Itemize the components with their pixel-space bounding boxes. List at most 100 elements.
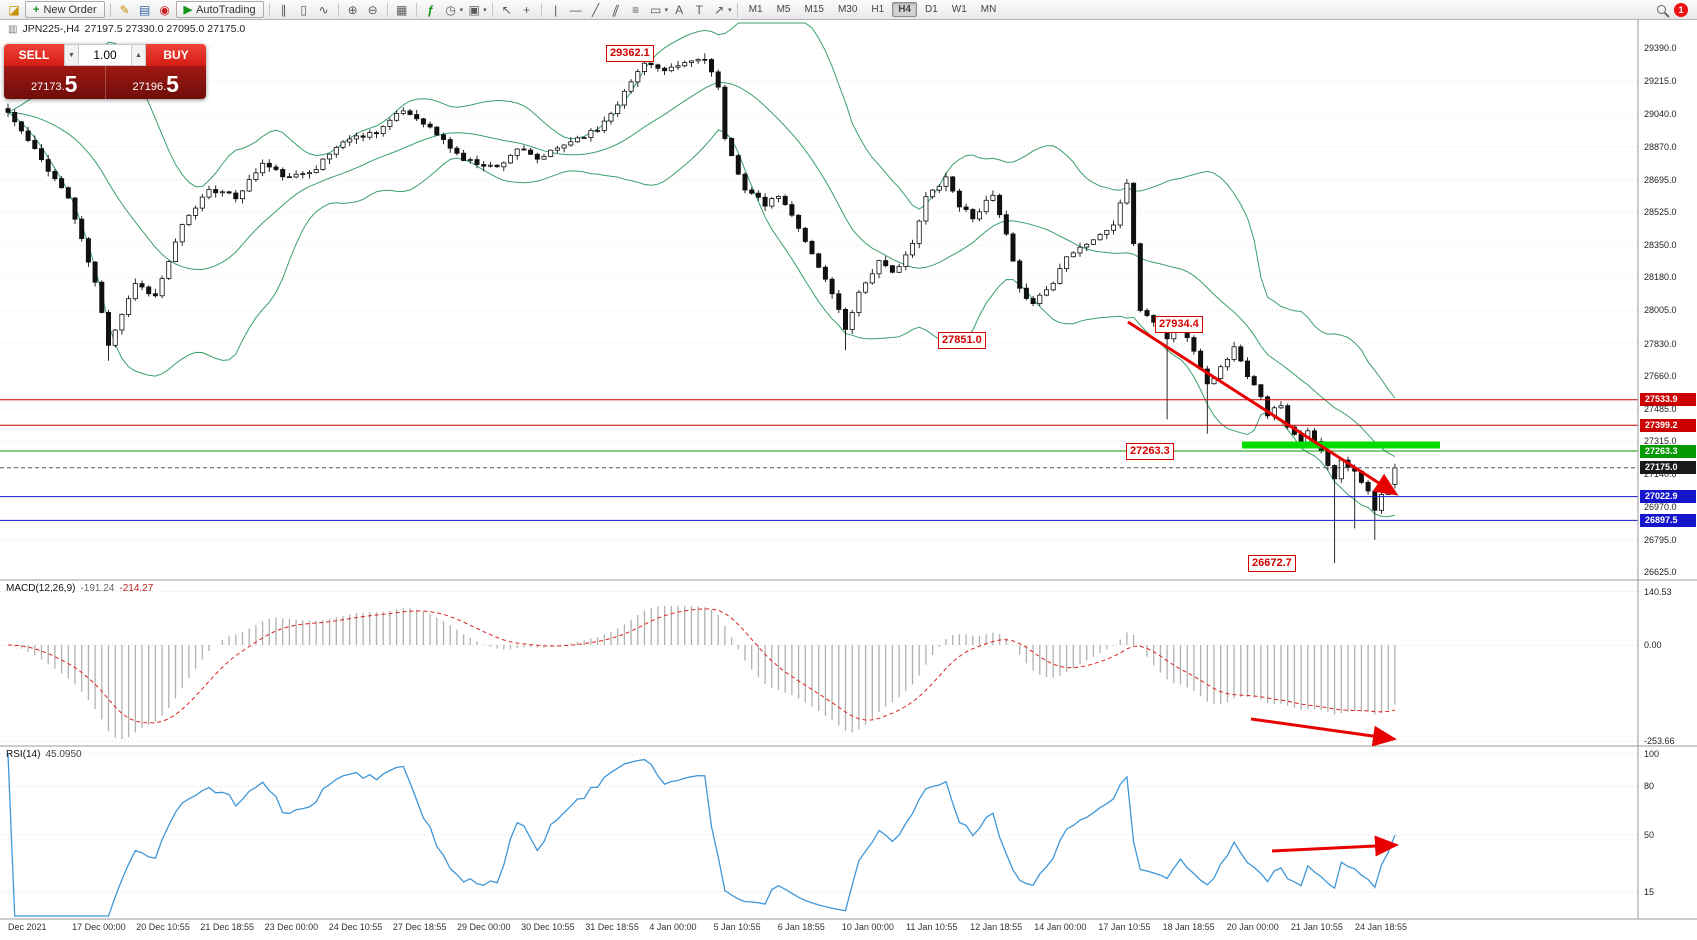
price-tick-label: 28695.0 bbox=[1644, 174, 1677, 185]
macd-signal-value: -214.27 bbox=[119, 583, 154, 594]
time-axis-label: 17 Dec 00:00 bbox=[72, 922, 126, 932]
time-axis-label: 20 Dec 10:55 bbox=[136, 922, 190, 932]
timeframe-d1-button[interactable]: D1 bbox=[925, 4, 938, 15]
play-icon: ▶ bbox=[183, 4, 193, 16]
macd-trend-arrow[interactable] bbox=[1250, 717, 1397, 747]
time-axis-label: 31 Dec 18:55 bbox=[585, 922, 639, 932]
tile-windows-icon[interactable]: ▦ bbox=[395, 2, 408, 17]
chevron-down-icon[interactable]: ▾ bbox=[483, 6, 487, 14]
search-icon[interactable] bbox=[1657, 5, 1666, 14]
alerts-icon[interactable]: ◉ bbox=[159, 2, 170, 17]
price-tick-label: 27660.0 bbox=[1644, 370, 1677, 381]
time-axis-label: 30 Dec 10:55 bbox=[521, 922, 575, 932]
fibonacci-icon[interactable]: ≡ bbox=[632, 2, 640, 17]
toolbar-separator bbox=[386, 2, 388, 17]
chevron-down-icon[interactable]: ▾ bbox=[664, 6, 669, 14]
buy-button[interactable]: BUY bbox=[146, 44, 206, 66]
price-tick-label: 27140.0 bbox=[1644, 469, 1677, 480]
channel-icon[interactable]: ∥ bbox=[610, 2, 622, 17]
plus-icon: + bbox=[33, 3, 40, 16]
timeframe-h4-button[interactable]: H4 bbox=[892, 2, 917, 17]
rsi-tick-label: 50 bbox=[1644, 830, 1655, 840]
autotrading-button[interactable]: ▶ AutoTrading bbox=[175, 1, 264, 18]
time-axis-label: 21 Jan 10:55 bbox=[1290, 922, 1343, 932]
periods-icon[interactable]: ◷ bbox=[445, 2, 456, 17]
toolbar-separator bbox=[540, 2, 542, 17]
price-tick-label: 28180.0 bbox=[1644, 272, 1677, 283]
panel-splitter-macd[interactable] bbox=[0, 578, 1697, 583]
time-axis-label: 14 Jan 00:00 bbox=[1034, 922, 1087, 932]
time-axis-label: 10 Jan 00:00 bbox=[841, 922, 894, 932]
shapes-icon[interactable]: ▭ bbox=[649, 2, 662, 17]
macd-tick-label: 0.00 bbox=[1644, 640, 1662, 650]
timeframe-w1-button[interactable]: W1 bbox=[951, 4, 967, 15]
templates-icon[interactable]: ▣ bbox=[468, 2, 480, 17]
price-callout[interactable]: 29362.1 bbox=[606, 45, 654, 63]
line-chart-icon[interactable]: ∿ bbox=[318, 2, 329, 17]
rsi-trend-arrow[interactable] bbox=[1271, 835, 1399, 857]
price-tick-label: 27830.0 bbox=[1644, 338, 1677, 349]
panel-splitter-rsi[interactable] bbox=[0, 744, 1697, 749]
arrows-tool-icon[interactable]: ↗ bbox=[714, 2, 725, 17]
price-callout[interactable]: 27851.0 bbox=[938, 331, 986, 349]
sell-price-frac: 5 bbox=[64, 71, 78, 97]
time-axis-label: 29 Dec 00:00 bbox=[457, 922, 511, 932]
volume-increase-button[interactable]: ▲ bbox=[131, 44, 146, 66]
timeframe-m30-button[interactable]: M30 bbox=[837, 4, 858, 15]
cursor-icon[interactable]: ↖ bbox=[501, 2, 512, 17]
zoom-in-icon[interactable]: ⊕ bbox=[347, 2, 358, 17]
sell-button[interactable]: SELL bbox=[4, 44, 64, 66]
timeframe-mn-button[interactable]: MN bbox=[980, 4, 997, 15]
rsi-line bbox=[7, 753, 1396, 917]
zoom-out-icon[interactable]: ⊖ bbox=[367, 2, 378, 17]
rsi-tick-label: 100 bbox=[1644, 749, 1660, 759]
price-tick-label: 29215.0 bbox=[1644, 76, 1677, 87]
sell-price[interactable]: 27173. 5 bbox=[4, 66, 105, 99]
crosshair-icon[interactable]: + bbox=[523, 2, 531, 17]
main-toolbar: ◪ + New Order ✎ ▤ ◉ ▶ AutoTrading ∥ ▯ ∿ ⊕ … bbox=[0, 0, 1697, 20]
chevron-down-icon[interactable]: ▾ bbox=[459, 6, 464, 14]
new-order-label: New Order bbox=[43, 3, 97, 16]
buy-price[interactable]: 27196. 5 bbox=[104, 66, 207, 99]
price-tick-label: 28005.0 bbox=[1644, 305, 1677, 316]
price-tick-label: 29040.0 bbox=[1644, 109, 1677, 120]
price-tick-label: 26970.0 bbox=[1644, 501, 1677, 512]
toolbar-separator bbox=[415, 2, 417, 17]
price-trend-arrow[interactable] bbox=[1127, 320, 1399, 496]
macd-histogram bbox=[14, 605, 1396, 740]
chart-ohlc-values: 27197.5 27330.0 27095.0 27175.0 bbox=[84, 23, 246, 35]
new-order-button[interactable]: + New Order bbox=[25, 1, 105, 18]
vertical-line-icon[interactable]: | bbox=[554, 2, 558, 17]
timeframe-m5-button[interactable]: M5 bbox=[776, 4, 791, 15]
macd-signal-line bbox=[7, 608, 1396, 724]
price-callout[interactable]: 27263.3 bbox=[1126, 443, 1174, 461]
text-icon[interactable]: A bbox=[675, 2, 684, 17]
price-callout[interactable]: 27934.4 bbox=[1155, 315, 1203, 333]
macd-value: -191.24 bbox=[80, 583, 115, 594]
trendline-icon[interactable]: ╱ bbox=[592, 2, 600, 17]
volume-input[interactable] bbox=[79, 44, 131, 66]
bar-chart-icon[interactable]: ∥ bbox=[280, 2, 287, 17]
metaeditor-icon[interactable]: ✎ bbox=[119, 2, 130, 17]
price-tick-label: 29390.0 bbox=[1644, 43, 1677, 53]
timeframe-m15-button[interactable]: M15 bbox=[804, 4, 824, 15]
notification-badge[interactable]: 1 bbox=[1674, 2, 1688, 17]
horizontal-line-icon[interactable]: — bbox=[569, 2, 582, 17]
chevron-down-icon[interactable]: ▾ bbox=[728, 6, 732, 14]
macd-tick-label: -253.66 bbox=[1644, 736, 1675, 747]
timeframe-h1-button[interactable]: H1 bbox=[871, 4, 885, 15]
autotrading-label: AutoTrading bbox=[196, 3, 256, 16]
green-level-segment[interactable] bbox=[1242, 441, 1440, 449]
volume-decrease-button[interactable]: ▼ bbox=[64, 44, 79, 66]
app-logo-icon[interactable]: ◪ bbox=[8, 2, 20, 17]
candlestick-chart-icon[interactable]: ▯ bbox=[300, 2, 307, 17]
time-axis-label: 18 Jan 18:55 bbox=[1162, 922, 1215, 932]
timeframe-m1-button[interactable]: M1 bbox=[748, 4, 763, 15]
text-label-icon[interactable]: T bbox=[695, 2, 703, 17]
toolbar-separator bbox=[736, 2, 738, 17]
data-window-icon[interactable]: ▤ bbox=[138, 2, 151, 17]
indicators-icon[interactable]: ƒ bbox=[427, 2, 434, 17]
macd-label: MACD(12,26,9) -191.24 -214.27 bbox=[6, 583, 158, 594]
price-callout[interactable]: 26672.7 bbox=[1248, 554, 1296, 572]
